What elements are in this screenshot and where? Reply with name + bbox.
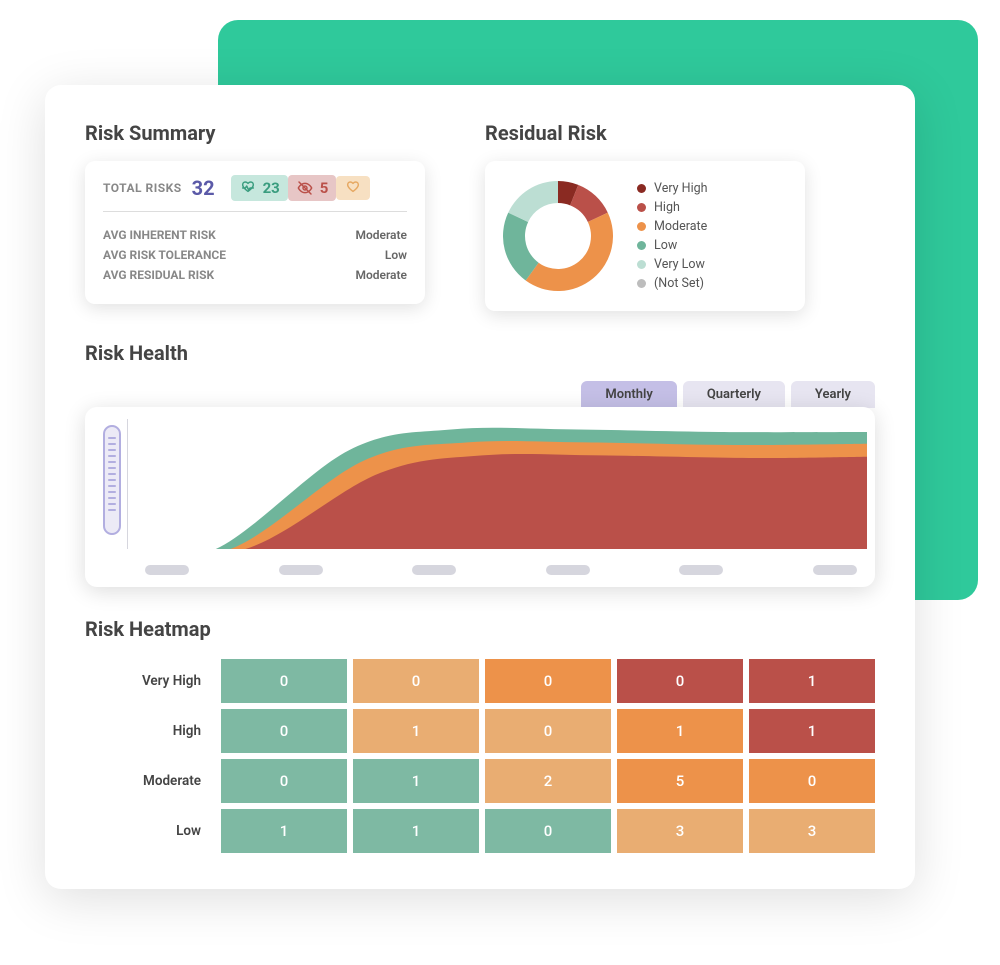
heatmap-cell[interactable]: 0 [221,759,347,803]
x-tick [679,565,723,575]
risk-summary-section: Risk Summary TOTAL RISKS 32 23 5 AVG INHE… [85,121,425,311]
x-tick [546,565,590,575]
heatmap-cell[interactable]: 3 [617,809,743,853]
legend-label: High [654,200,680,215]
legend-item: (Not Set) [637,276,708,291]
x-axis-ticks [145,565,857,575]
summary-row-label: AVG INHERENT RISK [103,228,216,242]
x-tick [412,565,456,575]
heatmap-cell[interactable]: 0 [749,759,875,803]
legend-label: Very High [654,181,708,196]
risk-health-section: Risk Health Monthly QuarterlyYearly [85,341,875,587]
legend-label: Very Low [654,257,705,272]
heatmap-cell[interactable]: 1 [353,809,479,853]
heatmap-cell[interactable]: 0 [617,659,743,703]
x-tick [279,565,323,575]
residual-risk-card: Very High High Moderate Low Very Low (Not Set… [485,161,805,311]
heart-icon [344,180,362,196]
heatmap-cell[interactable]: 3 [749,809,875,853]
residual-legend: Very High High Moderate Low Very Low (Not Set… [637,177,708,295]
residual-risk-section: Residual Risk Very HighHighModerateLowVe… [485,121,805,311]
legend-label: (Not Set) [654,276,704,291]
risk-health-card [85,407,875,587]
summary-badge[interactable]: 23 [231,175,288,201]
total-risks-value: 32 [192,176,215,200]
tab-yearly[interactable]: Yearly [791,381,875,408]
x-tick [145,565,189,575]
summary-row-value: Low [385,248,407,262]
summary-row-label: AVG RESIDUAL RISK [103,268,214,282]
heatmap-cell[interactable]: 1 [749,659,875,703]
risk-health-title: Risk Health [85,341,875,365]
heatmap-row-label: Very High [85,659,215,703]
summary-row: AVG INHERENT RISK Moderate [103,228,407,242]
tab-monthly[interactable]: Monthly [581,381,676,408]
dashboard-card: Risk Summary TOTAL RISKS 32 235 AVG INHE… [45,85,915,889]
legend-dot [637,279,646,288]
heatmap-cell[interactable]: 1 [353,759,479,803]
legend-dot [637,203,646,212]
legend-dot [637,222,646,231]
heatmap-cell[interactable]: 5 [617,759,743,803]
heatmap-row-label: Moderate [85,759,215,803]
heatmap-cell[interactable]: 1 [221,809,347,853]
legend-label: Moderate [654,219,707,234]
total-risks-label: TOTAL RISKS [103,181,182,195]
y-axis-scrollbar[interactable] [103,425,121,535]
heatmap-row-label: Low [85,809,215,853]
residual-donut-chart [503,181,613,291]
legend-label: Low [654,238,677,253]
risk-heatmap-title: Risk Heatmap [85,617,875,641]
tab-quarterly[interactable]: Quarterly [683,381,785,408]
heatmap-cell[interactable]: 0 [221,659,347,703]
legend-item: Moderate [637,219,708,234]
legend-item: Low [637,238,708,253]
summary-row-value: Moderate [355,268,407,282]
heatmap-cell[interactable]: 0 [221,709,347,753]
badge-value: 23 [263,179,280,197]
risk-summary-card: TOTAL RISKS 32 23 5 AVG INHERENT RISK Mode… [85,161,425,304]
area-series-high [127,454,867,549]
heatmap-cell[interactable]: 0 [485,809,611,853]
donut-segment [526,213,613,291]
risk-health-tabs: Monthly QuarterlyYearly [85,381,875,408]
summary-row: AVG RISK TOLERANCE Low [103,248,407,262]
badge-value: 5 [320,179,329,197]
risk-heatmap-grid: Very High00001High01011Moderate01250Low1… [85,659,875,853]
heatmap-cell[interactable]: 1 [353,709,479,753]
summary-row-value: Moderate [355,228,407,242]
heatmap-cell[interactable]: 1 [617,709,743,753]
donut-segment [508,181,558,222]
legend-item: Very Low [637,257,708,272]
summary-badge[interactable] [336,176,370,200]
heatmap-cell[interactable]: 0 [485,709,611,753]
heatmap-row-label: High [85,709,215,753]
heatmap-cell[interactable]: 1 [749,709,875,753]
legend-dot [637,260,646,269]
heatmap-cell[interactable]: 2 [485,759,611,803]
legend-item: Very High [637,181,708,196]
summary-row-label: AVG RISK TOLERANCE [103,248,226,262]
residual-risk-title: Residual Risk [485,121,805,145]
eye-off-icon [296,180,314,196]
legend-dot [637,184,646,193]
legend-item: High [637,200,708,215]
heatmap-cell[interactable]: 0 [485,659,611,703]
summary-row: AVG RESIDUAL RISK Moderate [103,268,407,282]
heatmap-cell[interactable]: 0 [353,659,479,703]
summary-badge[interactable]: 5 [288,175,337,201]
risk-summary-title: Risk Summary [85,121,425,145]
x-tick [813,565,857,575]
legend-dot [637,241,646,250]
heart-pulse-icon [239,180,257,196]
risk-health-area-chart [127,419,867,549]
